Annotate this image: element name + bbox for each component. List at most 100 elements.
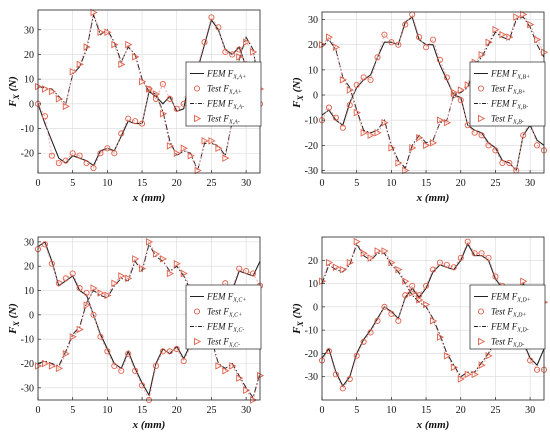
data-point-triangle xyxy=(139,264,147,273)
x-tick-label-0: 0 xyxy=(320,178,325,189)
x-tick-label-0: 0 xyxy=(36,405,41,416)
data-point-circle xyxy=(346,102,353,109)
legend-label-3: FEM FX,D- xyxy=(490,322,529,334)
x-tick-label-0: 0 xyxy=(320,405,325,416)
data-point-triangle xyxy=(146,238,154,246)
data-point-triangle xyxy=(187,151,195,160)
data-point-triangle xyxy=(423,300,431,309)
legend-box xyxy=(185,61,262,127)
data-point-circle xyxy=(97,150,104,157)
legend-box xyxy=(185,284,262,350)
data-point-circle xyxy=(332,114,339,121)
y-tick-label-6: 30 xyxy=(24,237,34,248)
data-point-triangle xyxy=(520,277,528,285)
data-point-triangle xyxy=(513,13,521,21)
legend: FEM FX,C+ Test FX,C+ FEM FX,C- Test FX,C- xyxy=(185,284,262,350)
legend-swatch-2 xyxy=(477,85,485,92)
data-point-triangle xyxy=(360,129,368,137)
data-point-circle xyxy=(90,165,97,172)
y-axis-label: FX (N) xyxy=(7,76,21,108)
data-point-circle xyxy=(62,275,69,282)
data-point-triangle xyxy=(132,255,140,263)
data-point-triangle xyxy=(180,144,188,153)
data-point-circle xyxy=(41,113,48,120)
y-tick-label-5: 30 xyxy=(24,25,34,36)
data-point-circle xyxy=(166,348,173,355)
data-point-triangle xyxy=(173,149,181,157)
data-point-circle xyxy=(41,241,48,248)
data-point-circle xyxy=(104,145,111,152)
data-point-triangle xyxy=(339,76,347,84)
legend-label-4: Test FX,C- xyxy=(207,337,240,349)
data-point-triangle xyxy=(62,102,70,111)
data-point-circle xyxy=(76,285,83,292)
legend-label-1: FEM FX,D+ xyxy=(490,292,531,304)
data-point-triangle xyxy=(339,265,347,274)
y-tick-label-3: 10 xyxy=(24,75,34,86)
data-point-circle xyxy=(243,268,250,275)
legend-label-4: Test FX,A- xyxy=(207,114,240,126)
data-point-circle xyxy=(381,31,388,38)
x-tick-label-2: 10 xyxy=(386,178,396,189)
data-point-circle xyxy=(429,36,437,43)
legend-box xyxy=(469,284,546,350)
data-point-triangle xyxy=(492,25,500,34)
legend-swatch-4 xyxy=(478,114,486,123)
data-point-triangle xyxy=(409,144,417,152)
data-point-triangle xyxy=(243,38,251,46)
data-point-triangle xyxy=(215,144,223,153)
data-point-triangle xyxy=(180,269,188,278)
x-tick-label-1: 5 xyxy=(70,405,75,416)
data-point-triangle xyxy=(222,154,230,162)
data-point-triangle xyxy=(506,33,514,41)
data-point-circle xyxy=(132,367,139,374)
x-tick-label-4: 20 xyxy=(456,405,466,416)
data-point-triangle xyxy=(208,137,216,145)
data-point-circle xyxy=(339,385,346,392)
data-point-circle xyxy=(374,54,381,61)
data-point-circle xyxy=(118,367,125,374)
y-tick-label-5: 20 xyxy=(308,40,318,51)
data-point-circle xyxy=(443,74,450,81)
y-tick-label-4: 10 xyxy=(24,286,34,297)
data-point-triangle xyxy=(48,87,57,96)
y-tick-label-1: -20 xyxy=(305,141,318,152)
data-point-circle xyxy=(423,44,430,51)
data-point-circle xyxy=(55,160,62,167)
data-point-triangle xyxy=(436,116,445,124)
data-point-circle xyxy=(416,34,423,41)
data-point-circle xyxy=(492,273,499,280)
legend-box xyxy=(469,61,546,127)
x-tick-label-3: 15 xyxy=(421,405,431,416)
data-point-circle xyxy=(395,41,402,48)
data-point-circle xyxy=(381,303,388,310)
data-point-circle xyxy=(90,311,97,318)
data-point-triangle xyxy=(97,28,105,36)
data-point-circle xyxy=(527,357,534,364)
legend-label-4: Test FX,B- xyxy=(491,114,524,126)
data-point-circle xyxy=(520,132,527,139)
data-point-circle xyxy=(471,129,478,136)
data-point-triangle xyxy=(443,118,452,127)
data-point-circle xyxy=(409,282,416,289)
data-point-circle xyxy=(325,104,332,111)
data-point-triangle xyxy=(236,53,244,61)
data-point-circle xyxy=(118,130,125,137)
y-tick-label-0: -30 xyxy=(305,372,318,383)
data-point-circle xyxy=(83,289,90,297)
data-point-circle xyxy=(132,118,139,125)
data-point-triangle xyxy=(374,129,382,137)
y-tick-label-2: 0 xyxy=(29,99,34,110)
y-tick-label-1: -20 xyxy=(305,349,318,360)
data-point-triangle xyxy=(243,386,251,395)
data-point-circle xyxy=(215,24,222,31)
data-point-circle xyxy=(173,105,180,112)
data-point-triangle xyxy=(48,362,57,370)
x-tick-label-6: 30 xyxy=(241,405,251,416)
data-point-triangle xyxy=(450,88,458,97)
y-tick-label-6: 30 xyxy=(308,15,318,26)
x-tick-label-2: 10 xyxy=(386,405,396,416)
data-point-circle xyxy=(159,81,166,88)
x-tick-label-1: 5 xyxy=(70,178,75,189)
